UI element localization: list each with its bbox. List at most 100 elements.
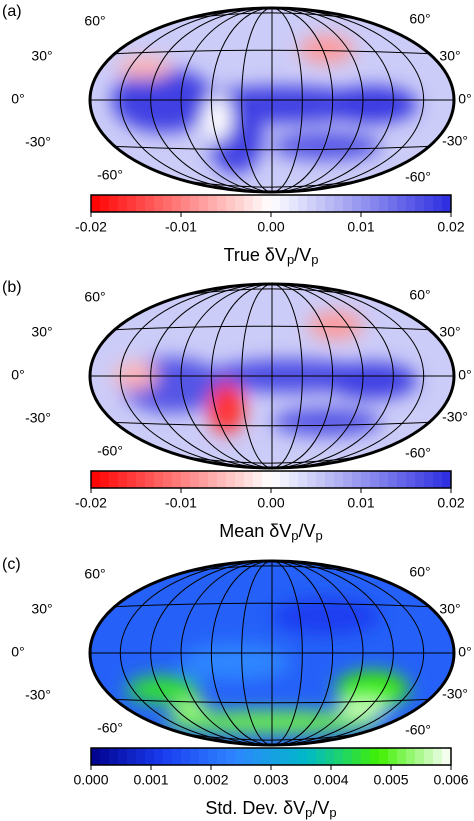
colorbar-cell bbox=[163, 748, 173, 765]
colorbar-cell bbox=[109, 471, 119, 488]
label-part: Mean δV bbox=[219, 521, 291, 541]
colorbar-cell bbox=[298, 471, 308, 488]
colorbar-tick-label: 0.002 bbox=[193, 772, 228, 788]
lat-label: 60° bbox=[84, 289, 105, 305]
colorbar-cell bbox=[118, 471, 128, 488]
lat-label: -30° bbox=[442, 133, 468, 149]
anomaly bbox=[117, 56, 172, 79]
label-part: p bbox=[305, 805, 312, 820]
colorbar-cell bbox=[424, 195, 434, 212]
map bbox=[90, 8, 454, 192]
colorbar-cell bbox=[244, 471, 254, 488]
panel-label: (a) bbox=[2, 3, 22, 20]
map bbox=[90, 561, 454, 745]
anomaly bbox=[272, 597, 382, 635]
colorbar-cell bbox=[442, 748, 452, 765]
colorbar-cell bbox=[100, 748, 110, 765]
colorbar-cell bbox=[307, 195, 317, 212]
lat-label: 0° bbox=[458, 644, 471, 660]
colorbar-tick-label: 0.004 bbox=[313, 772, 348, 788]
colorbar-cell bbox=[226, 471, 236, 488]
panel-label: (b) bbox=[2, 279, 22, 296]
anomaly bbox=[308, 311, 364, 340]
anomaly bbox=[126, 676, 200, 704]
colorbar-cell bbox=[361, 748, 371, 765]
colorbar-cell bbox=[199, 195, 209, 212]
lat-label: 0° bbox=[11, 91, 24, 107]
colorbar-cell bbox=[136, 195, 146, 212]
colorbar-cell bbox=[352, 748, 362, 765]
lat-label: 0° bbox=[458, 367, 471, 383]
colorbar-cell bbox=[379, 195, 389, 212]
lat-label: -60° bbox=[97, 720, 123, 736]
colorbar-cell bbox=[298, 195, 308, 212]
colorbar-tick-label: -0.02 bbox=[75, 219, 107, 235]
colorbar-cell bbox=[208, 195, 218, 212]
colorbar-cell bbox=[91, 195, 101, 212]
colorbar-label: Std. Dev. δVp/Vp bbox=[205, 798, 336, 821]
colorbar-cell bbox=[289, 195, 299, 212]
colorbar-cell bbox=[163, 195, 173, 212]
colorbar-cell bbox=[136, 471, 146, 488]
colorbar-cell bbox=[280, 748, 290, 765]
colorbar-cell bbox=[316, 471, 326, 488]
lat-label: 30° bbox=[31, 324, 52, 340]
colorbar-cell bbox=[190, 195, 200, 212]
colorbar-cell bbox=[424, 748, 434, 765]
lat-label: 30° bbox=[439, 48, 460, 64]
lat-label: 60° bbox=[84, 13, 105, 29]
colorbar-cell bbox=[217, 471, 227, 488]
colorbar-tick-label: 0.000 bbox=[73, 772, 108, 788]
lat-label: 60° bbox=[409, 287, 430, 303]
map bbox=[90, 284, 454, 468]
colorbar-tick-label: 0.003 bbox=[253, 772, 288, 788]
colorbar-cell bbox=[136, 748, 146, 765]
colorbar-cell bbox=[172, 195, 182, 212]
colorbar-cell bbox=[307, 748, 317, 765]
parallel bbox=[106, 325, 438, 331]
label-part: p bbox=[311, 252, 318, 267]
lat-label: 30° bbox=[31, 601, 52, 617]
lat-label: 60° bbox=[84, 566, 105, 582]
colorbar-cell bbox=[316, 195, 326, 212]
colorbar-cell bbox=[415, 471, 425, 488]
colorbar-cell bbox=[145, 748, 155, 765]
lat-label: 30° bbox=[439, 601, 460, 617]
colorbar-cell bbox=[118, 195, 128, 212]
map-outline bbox=[88, 559, 456, 747]
colorbar-cell bbox=[226, 195, 236, 212]
anomaly bbox=[326, 362, 418, 399]
colorbar-cell bbox=[199, 748, 209, 765]
lat-label: 30° bbox=[31, 48, 52, 64]
colorbar-cell bbox=[433, 195, 443, 212]
colorbar-cell bbox=[208, 471, 218, 488]
lat-label: -30° bbox=[442, 409, 468, 425]
colorbar-cell bbox=[397, 748, 407, 765]
lat-label: -30° bbox=[25, 410, 51, 426]
colorbar-cell bbox=[127, 195, 137, 212]
colorbar-cell bbox=[181, 195, 191, 212]
colorbar-cell bbox=[262, 471, 272, 488]
lat-label: -30° bbox=[25, 134, 51, 150]
colorbar-cell bbox=[298, 748, 308, 765]
colorbar-cell bbox=[190, 471, 200, 488]
anomaly bbox=[299, 35, 354, 64]
colorbar-cell bbox=[433, 748, 443, 765]
colorbar-cell bbox=[262, 748, 272, 765]
colorbar-cell bbox=[424, 471, 434, 488]
colorbar-label: True δVp/Vp bbox=[224, 245, 319, 268]
colorbar-cell bbox=[235, 195, 245, 212]
label-part: p bbox=[287, 252, 294, 267]
parallel bbox=[106, 145, 438, 151]
colorbar-cell bbox=[253, 748, 263, 765]
colorbar-tick-label: 0.00 bbox=[257, 495, 284, 511]
colorbar-cell bbox=[388, 195, 398, 212]
map-outline bbox=[88, 282, 456, 470]
colorbar-cell bbox=[361, 195, 371, 212]
colorbar-cell bbox=[406, 195, 416, 212]
colorbar-cell bbox=[145, 195, 155, 212]
colorbar-cell bbox=[172, 471, 182, 488]
anomaly bbox=[181, 643, 291, 681]
lat-label: -60° bbox=[405, 722, 431, 738]
lat-label: -60° bbox=[405, 445, 431, 461]
